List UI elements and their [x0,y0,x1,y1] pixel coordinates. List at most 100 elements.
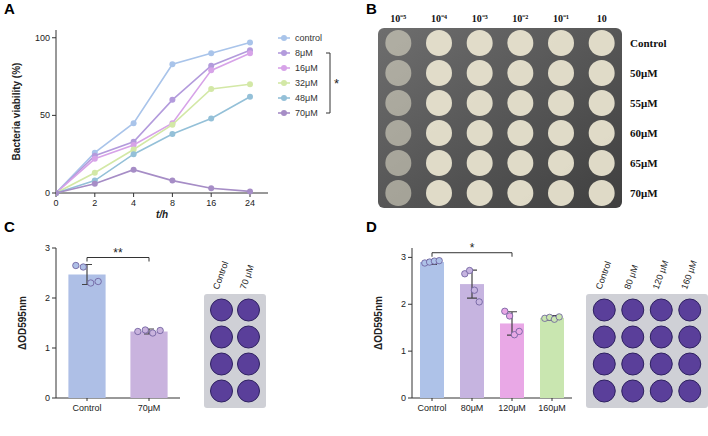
row-label: 50μM [630,67,658,79]
stained-well [679,326,701,348]
series-marker [247,81,253,87]
colony-spot [467,60,493,86]
stained-well [238,380,260,402]
colony-spot [507,60,533,86]
row-label: 70μM [630,187,658,199]
colony-spot [385,150,411,176]
well-label: 120 μM [651,259,671,291]
series-marker [208,50,214,56]
stained-well [679,353,701,375]
well-label: 80 μM [622,264,640,291]
bar [500,323,524,398]
replicate-point [476,299,482,305]
y-tick-label: 1 [45,343,50,353]
legend-label: 70μM [295,108,318,118]
colony-spot [426,60,452,86]
sig-label: * [470,241,475,255]
y-tick [408,398,412,399]
series-marker [208,86,214,92]
series-marker [208,185,214,191]
x-tick [211,193,212,197]
sig-label: ** [113,246,123,260]
replicate-point [150,330,156,336]
replicate-point [466,267,472,273]
well-label: Control [594,260,613,291]
series-line [56,170,250,193]
legend-label: 48μM [295,93,318,103]
y-tick-label: 0 [401,393,406,403]
colony-spot [467,30,493,56]
dilution-label: 10⁻⁵ [390,13,406,24]
colony-spot [467,120,493,146]
y-tick [52,298,56,299]
x-tick [87,398,88,401]
series-marker [169,131,175,137]
series-line [56,42,250,193]
legend-marker [281,65,287,71]
stained-well [593,353,615,375]
replicate-point [556,314,562,320]
y-tick [408,351,412,352]
x-tick-label: 2 [92,198,97,208]
colony-spot [467,180,493,206]
stained-well [622,326,644,348]
legend-label: control [295,33,322,43]
stained-well [650,353,672,375]
y-tick-label: 50 [40,110,50,120]
replicate-point [142,327,148,333]
series-marker [169,178,175,184]
colony-spot [426,150,452,176]
series-marker [92,170,98,176]
series-marker [208,67,214,73]
y-tick [52,37,56,38]
series-marker [56,190,59,196]
replicate-point [95,278,101,284]
x-tick [149,398,150,401]
colony-spot [548,180,574,206]
bar [460,284,484,398]
x-tick-label: Control [417,403,446,413]
replicate-point [80,264,86,270]
y-tick-label: 2 [45,293,50,303]
x-tick-label: 70μM [138,403,161,413]
legend-marker [281,80,287,86]
legend-marker [281,110,287,116]
colony-spot [467,150,493,176]
series-marker [92,156,98,162]
series-marker [131,151,137,157]
colony-spot [589,60,615,86]
plot-area [68,262,167,398]
series-line [56,97,250,193]
x-tick-label: 120μM [498,403,526,413]
series-marker [247,188,253,194]
colony-spot [548,90,574,116]
legend-label: 16μM [295,63,318,73]
plot-area [56,39,253,196]
replicate-point [436,257,442,263]
bar [68,275,105,399]
x-tick-label: 4 [131,198,136,208]
colony-spot [548,150,574,176]
plot-area [420,257,564,398]
replicate-point [506,313,512,319]
legend-label: 8μM [295,48,313,58]
dilution-label: 10⁻¹ [553,13,569,24]
series-line [56,50,250,193]
y-tick [52,348,56,349]
x-tick-label: 24 [245,198,255,208]
x-tick-label: 80μM [461,403,484,413]
series-marker [169,97,175,103]
stained-well [622,380,644,402]
series-marker [56,190,59,196]
colony-spot [385,120,411,146]
bar [130,332,167,399]
legend-label: 32μM [295,78,318,88]
well-label: Control [211,260,230,291]
y-tick [408,257,412,258]
x-tick-label: Control [72,403,101,413]
x-tick [94,193,95,197]
stained-well [238,353,260,375]
stained-well [622,353,644,375]
colony-spot [426,30,452,56]
y-axis-title: ΔOD595nm [17,296,28,350]
